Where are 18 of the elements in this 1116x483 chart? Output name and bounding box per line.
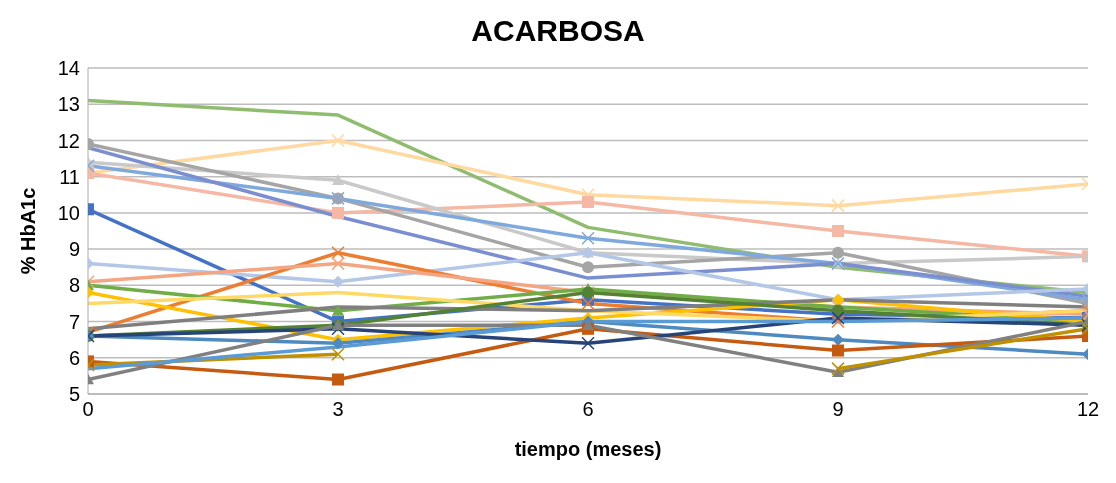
x-axis-title: tiempo (meses) [514, 438, 662, 460]
y-tick-label: 10 [57, 201, 80, 224]
y-tick-label: 11 [59, 165, 80, 188]
x-tick-label: 6 [582, 398, 594, 421]
y-tick-label: 8 [68, 274, 80, 297]
y-tick-label: 12 [57, 129, 80, 152]
y-tick-label: 13 [57, 93, 80, 116]
x-tick-label: 0 [82, 398, 94, 421]
y-tick-label: 5 [68, 383, 80, 406]
x-tick-label: 3 [332, 398, 344, 421]
y-axis-title: % HbA1c [17, 187, 40, 275]
y-tick-label: 6 [68, 346, 80, 369]
y-tick-label: 7 [68, 310, 80, 333]
chart-title: ACARBOSA [470, 13, 646, 49]
y-tick-label: 9 [68, 238, 80, 261]
y-tick-label: 14 [57, 57, 80, 80]
x-tick-label: 9 [832, 398, 844, 421]
x-tick-label: 12 [1076, 398, 1100, 421]
